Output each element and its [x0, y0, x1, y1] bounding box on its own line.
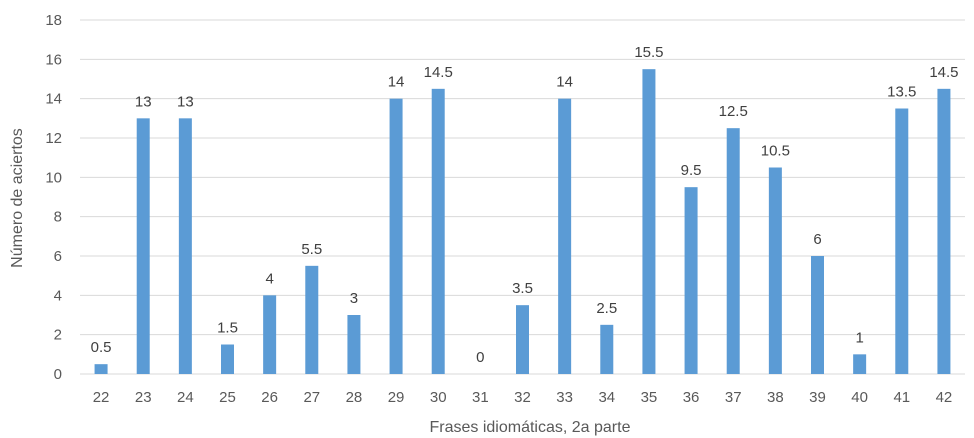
- y-tick-label: 16: [45, 51, 62, 68]
- x-tick-label: 23: [135, 389, 152, 406]
- x-tick-label: 30: [430, 389, 447, 406]
- x-tick-label: 25: [219, 389, 236, 406]
- data-label: 6: [813, 231, 821, 248]
- bar: [389, 98, 403, 375]
- bar: [558, 98, 572, 375]
- bar: [221, 344, 234, 374]
- y-tick-label: 4: [54, 287, 62, 304]
- data-label: 15.5: [634, 44, 663, 61]
- bar: [431, 88, 445, 374]
- bar: [726, 128, 740, 374]
- data-label: 0.5: [91, 339, 112, 356]
- data-label: 10.5: [761, 143, 790, 160]
- data-label: 14.5: [424, 64, 453, 81]
- x-tick-label: 29: [388, 389, 405, 406]
- bar: [516, 305, 529, 374]
- bar: [684, 187, 698, 374]
- bar: [937, 88, 951, 374]
- data-label: 14.5: [929, 64, 958, 81]
- data-label: 1.5: [217, 320, 238, 337]
- y-tick-label: 8: [54, 209, 62, 226]
- data-label: 3.5: [512, 280, 533, 297]
- x-tick-label: 26: [261, 389, 278, 406]
- x-tick-label: 32: [514, 389, 531, 406]
- data-label: 3: [350, 290, 358, 307]
- bar: [305, 265, 319, 374]
- x-tick-label: 36: [683, 389, 700, 406]
- data-label: 13: [135, 93, 152, 110]
- x-tick-label: 27: [303, 389, 320, 406]
- y-axis-ticks: 0 2 4 6 8 10 12 14 16 18: [45, 12, 62, 383]
- bars: [94, 69, 951, 375]
- data-label: 13.5: [887, 84, 916, 101]
- x-tick-label: 28: [346, 389, 363, 406]
- x-tick-label: 34: [598, 389, 615, 406]
- data-label: 5.5: [301, 241, 322, 258]
- bar: [347, 315, 361, 374]
- y-tick-label: 0: [54, 366, 62, 383]
- x-tick-label: 41: [893, 389, 910, 406]
- bar: [136, 118, 150, 374]
- x-tick-label: 22: [93, 389, 110, 406]
- x-tick-label: 31: [472, 389, 489, 406]
- y-tick-label: 10: [45, 169, 62, 186]
- data-labels: 0.5 13 13 1.5 4 5.5 3 14 14.5 0 3.5 14 2.5 15.5 9.5 12.…: [91, 44, 959, 366]
- x-axis-ticks: 22 23 24 25 26 27 28 29 30 31 32 33 34 35 36 37 38 39 40 41…: [93, 389, 953, 406]
- x-tick-label: 42: [936, 389, 953, 406]
- x-tick-label: 37: [725, 389, 742, 406]
- data-label: 1: [855, 329, 863, 346]
- bar: [94, 364, 108, 374]
- x-tick-label: 24: [177, 389, 194, 406]
- data-label: 0: [476, 349, 484, 366]
- data-label: 4: [265, 270, 273, 287]
- x-tick-label: 39: [809, 389, 826, 406]
- gridlines: [80, 19, 965, 375]
- bar: [895, 108, 909, 374]
- data-label: 9.5: [681, 162, 702, 179]
- bar: [853, 354, 867, 374]
- bar: [642, 69, 656, 375]
- bar: [263, 295, 277, 374]
- x-tick-label: 33: [556, 389, 573, 406]
- y-tick-label: 2: [54, 327, 62, 344]
- y-axis-title: Número de aciertos: [9, 128, 26, 268]
- x-tick-label: 35: [641, 389, 658, 406]
- data-label: 14: [556, 74, 573, 91]
- data-label: 13: [177, 93, 194, 110]
- data-label: 12.5: [719, 103, 748, 120]
- bar: [600, 324, 614, 374]
- x-tick-label: 40: [851, 389, 868, 406]
- data-label: 14: [388, 74, 405, 91]
- y-tick-label: 6: [54, 248, 62, 265]
- bar: [811, 256, 824, 374]
- y-tick-label: 12: [45, 130, 62, 147]
- x-axis-title: Frases idiomáticas, 2a parte: [430, 419, 631, 436]
- bar: [768, 167, 782, 374]
- bar: [178, 118, 192, 374]
- y-tick-label: 18: [45, 12, 62, 29]
- x-tick-label: 38: [767, 389, 784, 406]
- data-label: 2.5: [596, 300, 617, 317]
- y-tick-label: 14: [45, 91, 62, 108]
